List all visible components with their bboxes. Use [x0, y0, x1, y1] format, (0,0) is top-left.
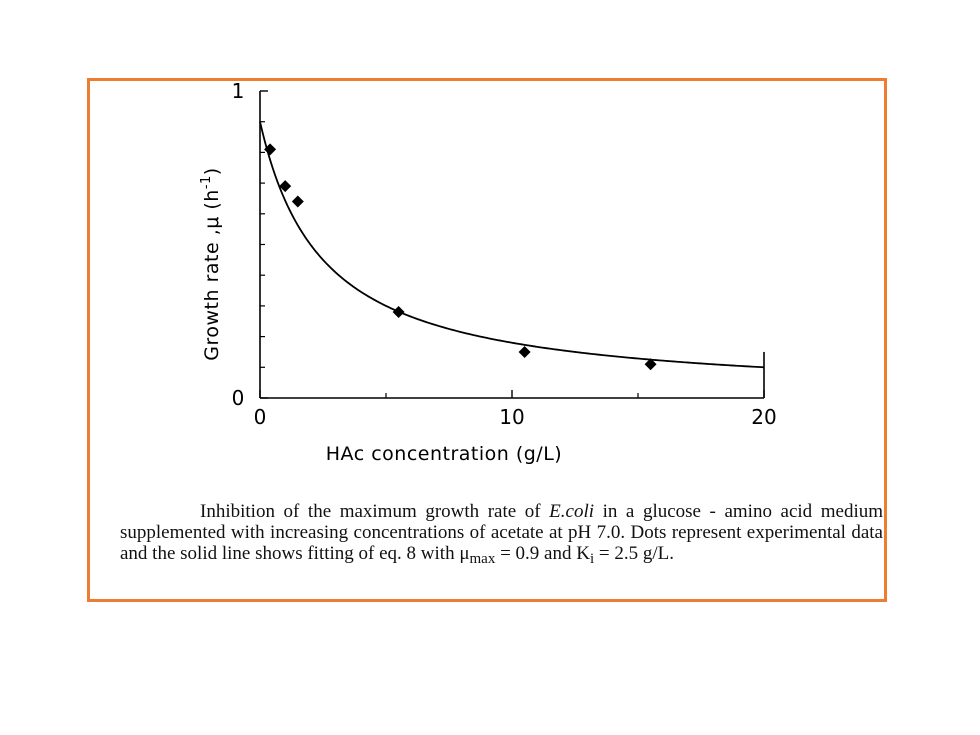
data-point	[518, 345, 531, 358]
x-axis-title: HAc concentration (g/L)	[326, 443, 562, 465]
caption-text-1: Inhibition of the maximum growth rate of	[200, 501, 550, 522]
figure-caption: Inhibition of the maximum growth rate of…	[120, 501, 883, 567]
y-axis-title-main: Growth rate ,μ (h	[201, 189, 223, 361]
y-tick-label: 0	[232, 386, 245, 410]
data-point	[279, 180, 292, 193]
figure-frame: Growth rate ,μ (h-1) HAc concentration (…	[87, 78, 887, 602]
data-point	[392, 306, 405, 319]
plot-area: 010 10 20	[232, 81, 777, 429]
x-tick-label: 0	[254, 405, 267, 429]
y-axis-title-close: )	[201, 167, 223, 175]
caption-text-2: in a glucose - amino acid medium supplem…	[120, 501, 883, 564]
svg-text:Growth rate ,μ (h-1): Growth rate ,μ (h-1)	[199, 167, 223, 360]
x-tick-label: 10	[499, 405, 524, 429]
y-axis-title-superscript: -1	[199, 175, 214, 189]
x-tick-label: 20	[751, 405, 776, 429]
fit-curve	[259, 121, 765, 369]
caption-mu-subscript: max	[469, 551, 496, 567]
caption-mu-symbol: μ	[459, 543, 470, 564]
chart: Growth rate ,μ (h-1) HAc concentration (…	[199, 81, 777, 465]
caption-text-3: = 0.9 and K	[495, 543, 590, 564]
caption-k-subscript: i	[589, 551, 595, 567]
y-axis-title: Growth rate ,μ (h-1)	[199, 167, 223, 360]
data-point	[291, 195, 304, 208]
y-tick-label: 1	[232, 81, 245, 103]
data-point	[264, 143, 277, 156]
data-point	[644, 358, 657, 371]
caption-organism: E.coli	[549, 501, 595, 522]
caption-text-4: = 2.5 g/L.	[594, 543, 674, 564]
